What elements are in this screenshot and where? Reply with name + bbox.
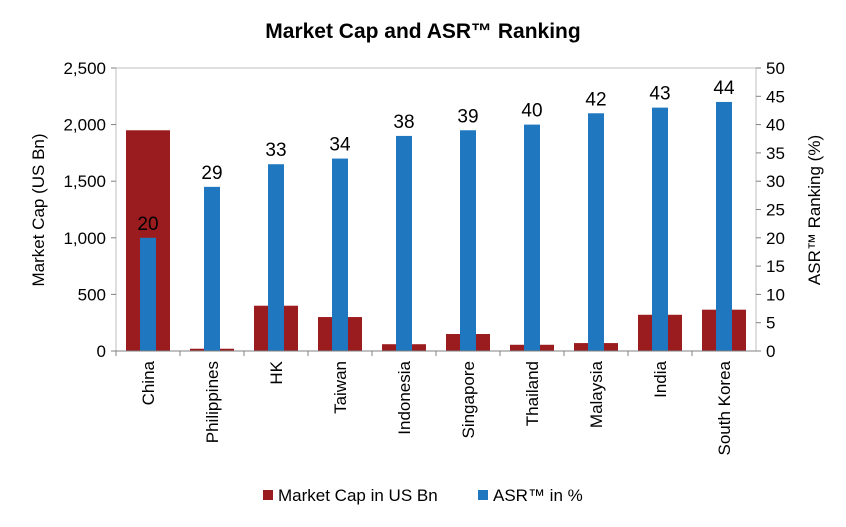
left-tick-label-1: 500 <box>78 285 106 304</box>
data-label-asr-6: 40 <box>521 101 542 122</box>
asr-bars <box>140 101 732 352</box>
bar-asr-1 <box>204 186 220 351</box>
left-tick-label-0: 0 <box>97 342 106 361</box>
right-y-axis: 0 5 10 15 20 25 30 35 40 45 50 <box>756 59 785 361</box>
legend-label-asr: ASR™ in % <box>493 486 583 505</box>
bar-asr-4 <box>396 135 412 351</box>
left-axis-label: Market Cap (US Bn) <box>29 133 48 286</box>
x-tick-label-8: India <box>651 360 670 397</box>
right-tick-label-0: 0 <box>766 342 775 361</box>
bar-asr-6 <box>524 124 540 351</box>
x-tick-label-4: Indonesia <box>395 360 414 434</box>
x-tick-label-7: Malaysia <box>587 360 606 428</box>
data-label-asr-1: 29 <box>201 163 222 184</box>
x-tick-label-6: Thailand <box>523 361 542 426</box>
bar-asr-8 <box>652 107 668 352</box>
legend: Market Cap in US Bn ASR™ in % <box>263 486 583 505</box>
data-label-asr-2: 33 <box>265 140 286 161</box>
x-tick-label-9: South Korea <box>715 360 734 455</box>
right-tick-label-3: 15 <box>766 257 785 276</box>
legend-swatch-market-cap <box>263 490 273 500</box>
left-tick-label-3: 1,500 <box>63 172 106 191</box>
bar-asr-0 <box>140 237 156 351</box>
right-tick-label-4: 20 <box>766 229 785 248</box>
asr-data-labels: 20 29 33 34 38 39 40 42 43 44 <box>137 78 735 235</box>
data-label-asr-9: 44 <box>713 78 735 99</box>
left-tick-label-5: 2,500 <box>63 59 106 78</box>
bar-asr-9 <box>716 101 732 352</box>
data-label-asr-5: 39 <box>457 106 478 127</box>
chart-title: Market Cap and ASR™ Ranking <box>265 20 580 43</box>
x-tick-label-0: China <box>139 360 158 405</box>
data-label-asr-0: 20 <box>137 214 158 235</box>
bar-asr-3 <box>332 158 348 351</box>
data-label-asr-4: 38 <box>393 112 414 133</box>
right-tick-label-2: 10 <box>766 285 785 304</box>
legend-label-market-cap: Market Cap in US Bn <box>278 486 438 505</box>
right-tick-label-10: 50 <box>766 59 785 78</box>
x-tick-label-2: HK <box>267 360 286 384</box>
x-tick-label-3: Taiwan <box>331 361 350 414</box>
x-axis: China Philippines HK Taiwan Indonesia Singapo… <box>115 350 756 456</box>
data-label-asr-8: 43 <box>649 84 670 105</box>
right-tick-label-1: 5 <box>766 314 775 333</box>
bar-asr-5 <box>460 130 476 351</box>
right-axis-label: ASR™ Ranking (%) <box>805 135 824 285</box>
left-tick-label-2: 1,000 <box>63 229 106 248</box>
right-tick-label-6: 30 <box>766 172 785 191</box>
data-label-asr-7: 42 <box>585 89 606 110</box>
data-label-asr-3: 34 <box>329 135 351 156</box>
legend-swatch-asr <box>478 490 488 500</box>
left-tick-label-4: 2,000 <box>63 116 106 135</box>
left-y-axis: 0 500 1,000 1,500 2,000 2,500 <box>63 59 116 361</box>
right-tick-label-7: 35 <box>766 144 785 163</box>
right-tick-label-5: 25 <box>766 201 785 220</box>
right-tick-label-9: 45 <box>766 87 785 106</box>
bar-asr-2 <box>268 164 284 351</box>
right-tick-label-8: 40 <box>766 116 785 135</box>
x-tick-label-5: Singapore <box>459 361 478 439</box>
bar-asr-7 <box>588 113 604 351</box>
x-tick-label-1: Philippines <box>203 361 222 443</box>
